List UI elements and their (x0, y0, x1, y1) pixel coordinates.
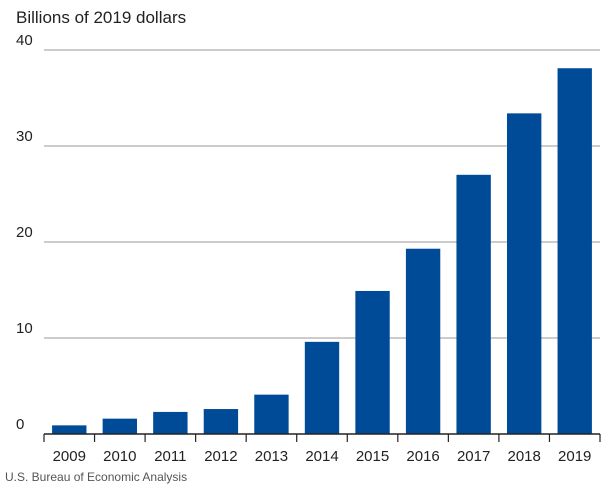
y-tick-labels: 0 10 20 30 40 (16, 32, 33, 433)
bar-2010 (102, 418, 138, 434)
y-tick-label-10: 10 (16, 320, 33, 337)
x-tick-label-2015: 2015 (356, 448, 389, 465)
y-tick-label-30: 30 (16, 128, 33, 145)
x-tick-label-2019: 2019 (558, 448, 591, 465)
x-tick-label-2018: 2018 (507, 448, 540, 465)
bar-2012 (203, 409, 239, 434)
y-tick-label-40: 40 (16, 32, 33, 49)
bar-2009 (52, 425, 87, 434)
bars (52, 68, 592, 435)
x-tick-labels: 2009 2010 2011 2012 2013 2014 2015 2016 2017 2018… (53, 448, 592, 465)
x-axis (43, 433, 601, 442)
x-tick-label-2013: 2013 (255, 448, 288, 465)
x-tick-label-2012: 2012 (204, 448, 237, 465)
bar-2011 (153, 411, 188, 434)
x-tick-label-2017: 2017 (457, 448, 490, 465)
bar-2015 (355, 290, 390, 434)
x-tick-label-2016: 2016 (406, 448, 439, 465)
x-tick-label-2011: 2011 (154, 448, 186, 465)
y-tick-label-0: 0 (16, 416, 24, 433)
y-tick-label-20: 20 (16, 224, 33, 241)
bar-2013 (254, 394, 289, 434)
x-tick-label-2014: 2014 (305, 448, 338, 465)
x-tick-label-2009: 2009 (53, 448, 86, 465)
bar-2018 (506, 113, 542, 435)
x-tick-label-2010: 2010 (103, 448, 136, 465)
bar-2017 (456, 174, 491, 435)
bar-2019 (557, 68, 592, 435)
y-axis-label: Billions of 2019 dollars (16, 8, 187, 27)
source-note: U.S. Bureau of Economic Analysis (5, 470, 188, 484)
bar-2014 (304, 341, 340, 434)
bar-2016 (405, 248, 441, 434)
